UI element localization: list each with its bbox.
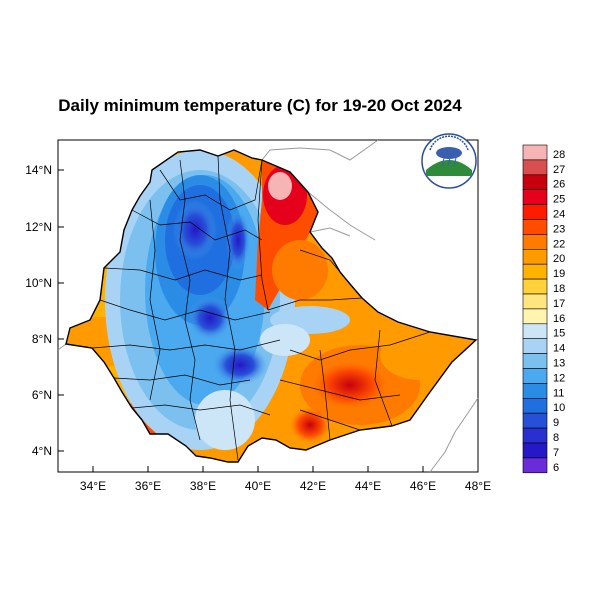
- colorbar-swatch: [522, 353, 548, 369]
- colorbar-label: 26: [553, 179, 565, 191]
- lat-label: 12°N: [25, 220, 52, 234]
- map-title: Daily minimum temperature (C) for 19-20 …: [58, 96, 462, 115]
- colorbar-swatch: [522, 263, 548, 280]
- lon-label: 40°E: [245, 479, 271, 493]
- lon-label: 38°E: [190, 479, 216, 493]
- lat-label: 8°N: [32, 332, 52, 346]
- colorbar-swatch: [522, 427, 548, 444]
- lat-label: 14°N: [25, 163, 52, 177]
- colorbar-label: 22: [553, 238, 565, 250]
- colorbar-label: 7: [553, 447, 559, 459]
- colorbar-label: 23: [553, 223, 565, 235]
- colorbar-swatch: [522, 174, 548, 191]
- colorbar-label: 8: [553, 432, 559, 444]
- colorbar-swatch: [522, 323, 548, 339]
- lat-label: 6°N: [32, 388, 52, 402]
- lon-labels: 34°E 36°E 38°E 40°E 42°E 44°E 46°E 48°E: [80, 479, 491, 493]
- colorbar-label: 17: [553, 298, 565, 310]
- colorbar-label: 10: [553, 402, 565, 414]
- colorbar-label: 18: [553, 283, 565, 295]
- colorbar-label: 12: [553, 372, 565, 384]
- colorbar-swatch: [522, 204, 548, 220]
- colorbar-swatch: [522, 234, 548, 250]
- colorbar-swatch: [522, 278, 548, 295]
- lat-label: 4°N: [32, 444, 52, 458]
- colorbar-label: 15: [553, 328, 565, 340]
- colorbar-swatch: [522, 457, 548, 474]
- lon-label: 46°E: [410, 479, 436, 493]
- colorbar-label: 20: [553, 253, 565, 265]
- lon-label: 48°E: [465, 479, 491, 493]
- colorbar-label: 27: [553, 164, 565, 176]
- colorbar-label: 25: [553, 194, 565, 206]
- colorbar-swatch: [522, 144, 548, 161]
- lon-label: 42°E: [300, 479, 326, 493]
- colorbar-swatch: [522, 368, 548, 384]
- colorbar-swatch: [522, 219, 548, 235]
- lon-label: 34°E: [80, 479, 106, 493]
- lat-labels: 14°N 12°N 10°N 8°N 6°N 4°N: [25, 163, 52, 458]
- colorbar-swatch: [522, 249, 548, 265]
- colorbar-swatch: [522, 442, 548, 459]
- colorbar-label: 13: [553, 358, 565, 370]
- colorbar-label: 28: [553, 149, 565, 161]
- colorbar-label: 16: [553, 313, 565, 325]
- colorbar-swatch: [522, 189, 548, 205]
- colorbar-label: 11: [553, 387, 564, 399]
- axis-ticks: [58, 169, 479, 472]
- lon-label: 44°E: [355, 479, 381, 493]
- colorbar-label: 14: [553, 343, 565, 355]
- colorbar-swatch: [522, 293, 548, 310]
- colorbar-label: 19: [553, 268, 565, 280]
- lat-label: 10°N: [25, 276, 52, 290]
- colorbar-swatch: [522, 338, 548, 354]
- colorbar-swatch: [522, 308, 548, 325]
- colorbar: 28 27 26 25 24 23 22 20 19 18 17 16 15 14 13 12 11 10 9 8 7 6: [522, 144, 565, 474]
- admin-boundaries: [91, 155, 431, 461]
- colorbar-label: 24: [553, 209, 565, 221]
- institute-logo: [421, 133, 477, 189]
- colorbar-label: 9: [553, 417, 559, 429]
- lon-label: 36°E: [135, 479, 161, 493]
- colorbar-label: 6: [553, 462, 559, 474]
- colorbar-swatch: [522, 397, 548, 414]
- colorbar-swatch: [522, 159, 548, 176]
- neighbour-borders: [57, 139, 479, 473]
- colorbar-swatch: [522, 412, 548, 429]
- colorbar-swatch: [522, 383, 548, 399]
